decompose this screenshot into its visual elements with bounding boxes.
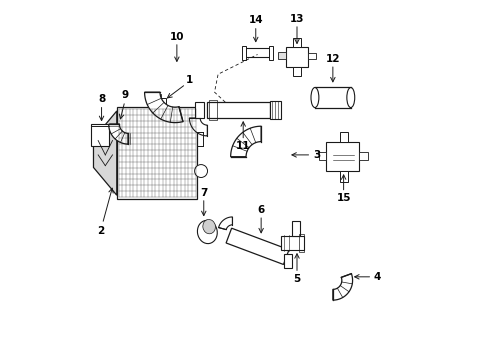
Polygon shape <box>231 126 261 157</box>
Bar <box>281 235 304 250</box>
Text: 9: 9 <box>122 90 128 100</box>
Text: 4: 4 <box>374 272 381 282</box>
Bar <box>153 94 161 98</box>
Polygon shape <box>145 92 183 123</box>
Bar <box>195 102 204 118</box>
Text: 7: 7 <box>200 188 207 198</box>
Text: 14: 14 <box>248 15 263 26</box>
Bar <box>269 45 273 60</box>
Bar <box>293 39 301 47</box>
Text: 15: 15 <box>336 193 351 203</box>
Polygon shape <box>226 228 289 265</box>
Text: 12: 12 <box>326 54 340 64</box>
Ellipse shape <box>197 220 217 244</box>
Text: 1: 1 <box>186 76 193 85</box>
Text: 10: 10 <box>170 32 184 41</box>
Text: 13: 13 <box>290 14 304 24</box>
Text: 8: 8 <box>98 94 105 104</box>
Ellipse shape <box>347 87 355 108</box>
Bar <box>340 171 348 182</box>
Polygon shape <box>219 217 232 230</box>
Bar <box>91 125 109 146</box>
Bar <box>243 48 272 57</box>
Polygon shape <box>109 125 128 144</box>
Bar <box>270 101 281 119</box>
Bar <box>286 47 308 67</box>
Bar <box>285 253 293 268</box>
Polygon shape <box>190 118 207 136</box>
Bar <box>308 53 316 59</box>
Ellipse shape <box>311 87 319 108</box>
Bar <box>278 52 286 59</box>
Text: 6: 6 <box>258 205 265 215</box>
Polygon shape <box>94 111 117 195</box>
Text: 5: 5 <box>294 274 301 284</box>
Bar <box>359 152 368 160</box>
Bar <box>148 98 166 107</box>
Ellipse shape <box>203 220 216 234</box>
Bar <box>340 132 348 142</box>
Text: 2: 2 <box>97 226 104 236</box>
Bar <box>207 102 270 118</box>
Bar <box>326 142 359 171</box>
Bar <box>319 152 326 160</box>
Bar <box>293 221 300 235</box>
Bar <box>299 234 304 252</box>
Bar <box>117 107 197 199</box>
Text: 11: 11 <box>236 141 250 151</box>
Bar <box>209 100 217 120</box>
Circle shape <box>195 165 208 177</box>
Polygon shape <box>333 274 353 300</box>
Bar <box>293 67 301 76</box>
Bar <box>242 45 246 60</box>
Text: 3: 3 <box>313 150 320 160</box>
